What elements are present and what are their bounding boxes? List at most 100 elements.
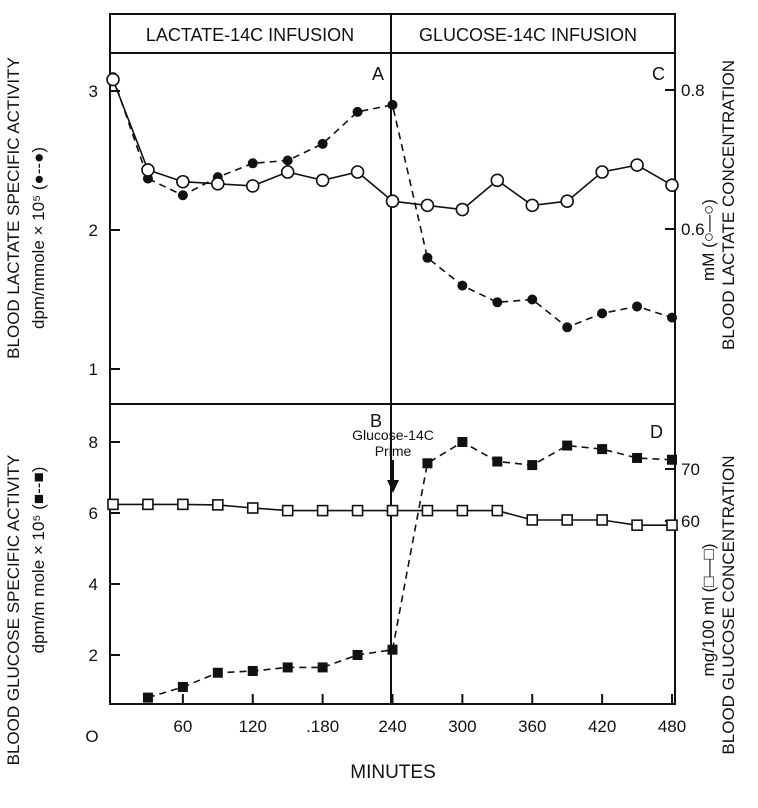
ytick-right-label: 0.8 — [681, 81, 705, 100]
xtick-label: .180 — [306, 717, 339, 736]
data-point-open-circle — [560, 194, 574, 208]
data-point-filled-square — [422, 458, 433, 469]
data-point-filled-square — [282, 662, 293, 673]
data-point-filled-circle — [177, 190, 188, 201]
ytick-right-label: 0.6 — [681, 220, 705, 239]
data-point-open-circle — [350, 165, 365, 179]
ylabel-lactate-conc-units: mM (○—○) — [699, 199, 718, 281]
data-point-open-square — [631, 519, 643, 531]
data-point-filled-square — [352, 650, 363, 660]
data-point-open-circle — [211, 177, 225, 191]
series-line-1-0 — [147, 441, 673, 699]
xtick-label: 60 — [173, 717, 192, 736]
data-point-filled-circle — [247, 158, 258, 169]
ylabel-glucose-activity-units: dpm/m mole × 10⁵ (■--■) — [29, 467, 48, 654]
data-point-open-circle — [420, 198, 435, 213]
prime-arrow-head — [387, 480, 399, 493]
data-point-open-square — [561, 514, 573, 526]
ylabel-lactate-activity: BLOOD LACTATE SPECIFIC ACTIVITY — [4, 57, 23, 359]
xtick-label: 300 — [448, 717, 476, 736]
data-point-open-circle — [106, 72, 120, 87]
x-origin-label: O — [85, 727, 98, 746]
ylabel-lactate-conc: BLOOD LACTATE CONCENTRATION — [719, 60, 738, 350]
tick-layer: 1 2 3 0.6 0.8 2 4 6 8 60 70 60 120 .180 240 300 360 420 48… — [89, 81, 705, 736]
data-point-filled-circle — [667, 312, 677, 323]
glucose-prime-annotation-2: Prime — [375, 443, 412, 459]
data-point-filled-circle — [597, 308, 608, 319]
data-point-open-square — [107, 498, 119, 511]
data-point-open-circle — [280, 165, 295, 179]
data-point-filled-circle — [387, 99, 398, 110]
ytick-left-label: 2 — [89, 646, 98, 665]
data-point-open-square — [177, 498, 189, 511]
data-point-filled-circle — [632, 301, 643, 312]
data-point-open-circle — [176, 174, 190, 189]
banner-glucose-infusion: GLUCOSE-14C INFUSION — [419, 25, 637, 45]
data-point-filled-square — [492, 456, 503, 467]
ytick-left-label: 4 — [89, 575, 98, 594]
series-line-0-1 — [112, 79, 673, 211]
data-point-filled-square — [247, 665, 258, 676]
ytick-left-label: 6 — [89, 504, 98, 523]
data-point-open-circle — [595, 165, 609, 179]
data-point-open-circle — [141, 163, 155, 177]
data-point-open-square — [316, 504, 329, 517]
data-point-open-square — [456, 504, 469, 517]
data-point-open-square — [491, 504, 504, 517]
data-point-filled-square — [212, 667, 223, 678]
data-point-filled-circle — [352, 106, 363, 117]
data-point-filled-circle — [317, 138, 328, 149]
data-point-filled-square — [667, 454, 677, 465]
data-point-open-square — [281, 504, 294, 517]
data-point-open-circle — [665, 178, 679, 193]
ytick-right-label: 70 — [681, 460, 700, 479]
data-point-open-square — [386, 504, 399, 517]
xtick-label: 120 — [239, 717, 267, 736]
ylabel-lactate-activity-units: dpm/mmole × 10⁵ (●--●) — [29, 147, 48, 329]
data-point-filled-circle — [282, 155, 293, 166]
panel-label-b: B — [370, 411, 382, 431]
xtick-label: 360 — [518, 717, 546, 736]
xtick-label: 420 — [588, 717, 616, 736]
data-point-filled-circle — [527, 294, 538, 305]
banner-lactate-infusion: LACTATE-14C INFUSION — [146, 25, 354, 45]
xlabel-minutes: MINUTES — [350, 762, 436, 783]
data-point-open-square — [526, 514, 539, 526]
data-point-open-circle — [630, 158, 644, 172]
ylabel-glucose-conc: BLOOD GLUCOSE CONCENTRATION — [719, 455, 738, 754]
data-point-open-circle — [385, 194, 400, 208]
data-point-filled-circle — [492, 297, 503, 308]
ytick-left-label: 2 — [89, 221, 98, 240]
data-point-filled-circle — [457, 280, 468, 291]
data-point-open-square — [142, 498, 154, 511]
ylabel-glucose-activity: BLOOD GLUCOSE SPECIFIC ACTIVITY — [4, 455, 23, 766]
ytick-left-label: 3 — [89, 82, 98, 101]
ylabel-glucose-conc-units: mg/100 ml (□—□) — [699, 544, 718, 677]
data-point-filled-square — [597, 444, 608, 455]
data-point-filled-square — [632, 452, 643, 463]
data-point-open-square — [666, 519, 678, 531]
plot-frame — [109, 13, 676, 705]
ytick-left-label: 8 — [89, 433, 98, 452]
data-point-filled-square — [177, 681, 188, 692]
data-point-filled-square — [387, 644, 398, 655]
data-point-open-square — [421, 504, 434, 517]
data-point-filled-square — [562, 440, 573, 451]
data-point-open-square — [246, 502, 259, 514]
data-point-filled-square — [527, 460, 538, 471]
data-point-open-circle — [525, 198, 540, 213]
data-point-filled-square — [142, 692, 153, 703]
data-point-open-circle — [315, 173, 330, 188]
xtick-label: 240 — [378, 717, 406, 736]
data-point-open-circle — [490, 173, 505, 188]
ytick-right-label: 60 — [681, 512, 700, 531]
data-point-filled-circle — [562, 322, 573, 333]
data-point-open-square — [351, 504, 364, 517]
data-point-open-circle — [455, 202, 470, 217]
data-point-filled-square — [317, 662, 328, 673]
ytick-left-label: 1 — [89, 360, 98, 379]
data-point-filled-circle — [422, 252, 433, 263]
series-layer — [106, 72, 679, 703]
glucose-prime-annotation: Glucose-14C — [352, 427, 434, 443]
